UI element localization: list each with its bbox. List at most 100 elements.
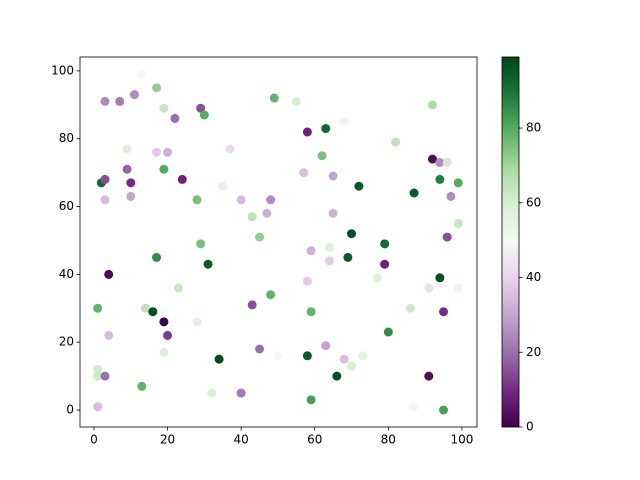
colorbar-tick-label: 0 (526, 420, 534, 434)
point (383, 327, 393, 337)
point (122, 144, 132, 154)
point (170, 113, 180, 123)
point (306, 395, 316, 405)
point (321, 124, 331, 134)
point (354, 181, 364, 191)
x-tick-label: 20 (160, 433, 175, 447)
point (343, 252, 353, 262)
point (302, 276, 312, 286)
y-tick-label: 0 (66, 403, 74, 417)
point (129, 90, 139, 100)
point (93, 402, 103, 412)
colorbar-tick-label: 60 (526, 195, 541, 209)
point (339, 354, 349, 364)
point (192, 317, 202, 327)
colorbar-tick-label: 80 (526, 121, 541, 135)
point (409, 402, 419, 412)
point (427, 154, 437, 164)
y-tick-label: 80 (59, 131, 74, 145)
point (439, 405, 449, 415)
point (100, 174, 110, 184)
point (100, 371, 110, 381)
point (269, 93, 279, 103)
point (192, 195, 202, 205)
point (247, 300, 257, 310)
point (207, 388, 217, 398)
point (177, 174, 187, 184)
point (446, 191, 456, 201)
point (140, 303, 150, 313)
point (299, 168, 309, 178)
point (391, 137, 401, 147)
point (328, 171, 338, 181)
point (324, 256, 334, 266)
point (424, 371, 434, 381)
point (358, 351, 368, 361)
point (93, 303, 103, 313)
point (203, 259, 213, 269)
point (152, 252, 162, 262)
point (380, 239, 390, 249)
point (427, 100, 437, 110)
point (328, 208, 338, 218)
point (442, 232, 452, 242)
point (409, 188, 419, 198)
point (236, 388, 246, 398)
point (163, 330, 173, 340)
point (453, 178, 463, 188)
point (372, 273, 382, 283)
point (435, 174, 445, 184)
point (380, 259, 390, 269)
plot-frame (79, 56, 478, 428)
point (247, 212, 257, 222)
colorbar-tick-label: 40 (526, 270, 541, 284)
point (347, 229, 357, 239)
point (347, 361, 357, 371)
point (339, 117, 349, 127)
point (159, 317, 169, 327)
point (453, 283, 463, 293)
point (439, 307, 449, 317)
colorbar (501, 56, 520, 428)
point (196, 103, 206, 113)
x-tick-label: 60 (307, 433, 322, 447)
point (302, 127, 312, 137)
point (317, 151, 327, 161)
point (214, 354, 224, 364)
x-tick-label: 0 (90, 433, 98, 447)
y-tick-label: 100 (51, 63, 74, 77)
point (236, 195, 246, 205)
point (442, 157, 452, 167)
point (255, 232, 265, 242)
point (115, 96, 125, 106)
point (273, 351, 283, 361)
point (302, 351, 312, 361)
point (152, 147, 162, 157)
point (174, 283, 184, 293)
x-tick-label: 80 (381, 433, 396, 447)
point (148, 307, 158, 317)
point (93, 371, 103, 381)
point (163, 147, 173, 157)
point (126, 191, 136, 201)
point (266, 195, 276, 205)
point (225, 144, 235, 154)
point (405, 303, 415, 313)
colorbar-tick-label: 20 (526, 345, 541, 359)
point (104, 330, 114, 340)
point (291, 96, 301, 106)
y-tick-label: 40 (59, 267, 74, 281)
point (306, 246, 316, 256)
point (424, 283, 434, 293)
point (137, 69, 147, 79)
point (266, 290, 276, 300)
point (152, 83, 162, 93)
point (159, 164, 169, 174)
point (255, 344, 265, 354)
point (100, 96, 110, 106)
point (321, 341, 331, 351)
x-tick-label: 100 (450, 433, 473, 447)
point (306, 307, 316, 317)
y-tick-label: 60 (59, 199, 74, 213)
